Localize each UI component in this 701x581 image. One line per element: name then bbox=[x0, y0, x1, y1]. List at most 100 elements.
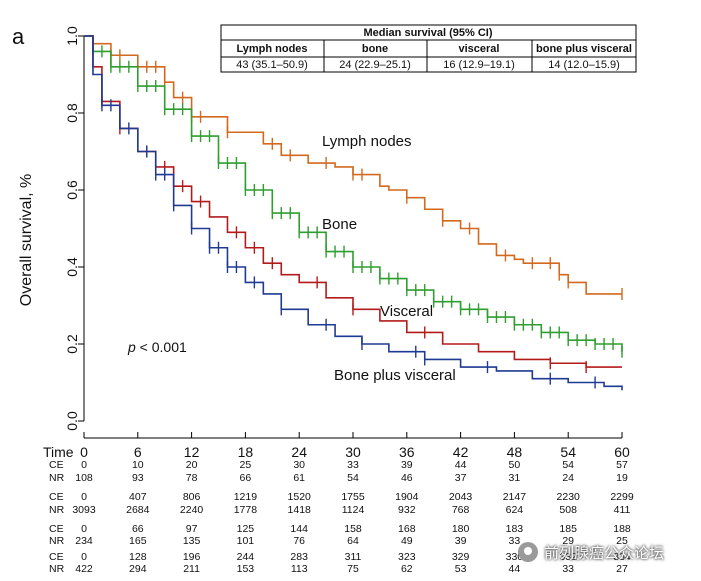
risk-cell: 188 bbox=[613, 523, 631, 535]
risk-cell: 165 bbox=[129, 535, 147, 547]
risk-row-label: CE bbox=[49, 523, 64, 535]
risk-cell: 44 bbox=[455, 459, 467, 471]
risk-cell: 0 bbox=[81, 523, 87, 535]
risk-cell: 76 bbox=[293, 535, 305, 547]
risk-cell: 33 bbox=[347, 459, 359, 471]
risk-time-label: 42 bbox=[453, 444, 469, 460]
risk-cell: 244 bbox=[237, 551, 255, 563]
panel-label: a bbox=[12, 24, 25, 49]
risk-row-label: NR bbox=[49, 504, 65, 516]
risk-cell: 624 bbox=[506, 504, 524, 516]
x-axis bbox=[83, 432, 623, 439]
risk-cell: 2043 bbox=[449, 491, 473, 503]
y-tick-label: 0.6 bbox=[64, 180, 80, 200]
risk-cell: 64 bbox=[347, 535, 359, 547]
risk-cell: 53 bbox=[455, 563, 467, 575]
risk-cell: 334 bbox=[613, 551, 631, 563]
risk-cell: 31 bbox=[509, 472, 521, 484]
risk-cell: 54 bbox=[347, 472, 359, 484]
risk-cell: 2230 bbox=[557, 491, 581, 503]
median-table-title: Median survival (95% CI) bbox=[364, 27, 493, 39]
risk-cell: 411 bbox=[614, 504, 631, 516]
label-bone: Bone bbox=[322, 216, 357, 233]
risk-row-label: CE bbox=[49, 459, 64, 471]
risk-table-header: Time bbox=[43, 444, 74, 460]
risk-cell: 422 bbox=[75, 563, 93, 575]
risk-row-label: CE bbox=[49, 491, 64, 503]
risk-cell: 39 bbox=[455, 535, 467, 547]
risk-cell: 768 bbox=[452, 504, 470, 516]
risk-cell: 93 bbox=[132, 472, 144, 484]
curve-bone bbox=[84, 35, 623, 358]
risk-cell: 25 bbox=[616, 535, 628, 547]
median-value-visceral: 16 (12.9–19.1) bbox=[443, 59, 515, 71]
risk-cell: 932 bbox=[398, 504, 416, 516]
curve-labels: Lymph nodes Bone Visceral Bone plus visc… bbox=[322, 133, 456, 384]
risk-time-label: 24 bbox=[291, 444, 307, 460]
risk-cell: 2684 bbox=[126, 504, 150, 516]
risk-row-label: NR bbox=[49, 472, 65, 484]
risk-cell: 125 bbox=[237, 523, 255, 535]
plot-area: 0.0 0.2 0.4 0.6 0.8 1.0 Lymph nodes Bone Visc… bbox=[64, 26, 623, 439]
risk-cell: 1520 bbox=[288, 491, 312, 503]
risk-cell: 407 bbox=[129, 491, 147, 503]
risk-cell: 33 bbox=[562, 563, 574, 575]
risk-cell: 196 bbox=[183, 551, 201, 563]
risk-cell: 0 bbox=[81, 551, 87, 563]
risk-cell: 332 bbox=[559, 551, 577, 563]
watermark: 前列腺癌公众论坛 bbox=[518, 538, 664, 566]
risk-time-label: 6 bbox=[134, 444, 142, 460]
risk-cell: 234 bbox=[75, 535, 93, 547]
risk-cell: 29 bbox=[562, 535, 574, 547]
risk-cell: 25 bbox=[240, 459, 252, 471]
y-axis-label: Overall survival, % bbox=[18, 174, 35, 306]
survival-line bbox=[84, 35, 623, 352]
risk-cell: 27 bbox=[616, 563, 628, 575]
risk-time-label: 36 bbox=[399, 444, 415, 460]
risk-cell: 806 bbox=[183, 491, 201, 503]
risk-cell: 1755 bbox=[341, 491, 365, 503]
risk-cell: 185 bbox=[559, 523, 577, 535]
label-visceral: Visceral bbox=[380, 303, 433, 320]
risk-cell: 39 bbox=[401, 459, 413, 471]
label-bone-plus-visceral: Bone plus visceral bbox=[334, 367, 456, 384]
risk-cell: 46 bbox=[401, 472, 413, 484]
risk-cell: 1778 bbox=[234, 504, 258, 516]
risk-cell: 158 bbox=[344, 523, 362, 535]
risk-cell: 10 bbox=[132, 459, 144, 471]
risk-cell: 323 bbox=[398, 551, 416, 563]
risk-cell: 180 bbox=[452, 523, 470, 535]
risk-cell: 153 bbox=[237, 563, 255, 575]
risk-cell: 108 bbox=[75, 472, 93, 484]
risk-cell: 50 bbox=[509, 459, 521, 471]
label-lymph-nodes: Lymph nodes bbox=[322, 133, 412, 150]
median-value-bone-plus-visceral: 14 (12.0–15.9) bbox=[548, 59, 620, 71]
risk-cell: 1124 bbox=[342, 504, 365, 516]
risk-cell: 183 bbox=[506, 523, 524, 535]
risk-cell: 24 bbox=[562, 472, 574, 484]
risk-cell: 20 bbox=[186, 459, 198, 471]
curve-bone-plus-visceral bbox=[84, 35, 623, 391]
risk-cell: 66 bbox=[240, 472, 252, 484]
median-value-bone: 24 (22.9–25.1) bbox=[339, 59, 411, 71]
risk-cell: 19 bbox=[616, 472, 628, 484]
median-survival-table: Median survival (95% CI) Lymph nodes bon… bbox=[220, 24, 637, 73]
watermark-text: 前列腺癌公众论坛 bbox=[544, 543, 665, 562]
risk-cell: 2147 bbox=[503, 491, 527, 503]
risk-cell: 61 bbox=[293, 472, 305, 484]
wechat-icon bbox=[518, 542, 538, 562]
risk-time-label: 12 bbox=[184, 444, 200, 460]
y-tick-label: 0.4 bbox=[64, 257, 80, 277]
risk-cell: 2240 bbox=[180, 504, 204, 516]
y-tick-label: 1.0 bbox=[64, 26, 80, 46]
risk-time-label: 60 bbox=[614, 444, 630, 460]
risk-cell: 62 bbox=[401, 563, 413, 575]
risk-cell: 294 bbox=[129, 563, 147, 575]
risk-time-label: 30 bbox=[345, 444, 361, 460]
p-value: p < 0.001 bbox=[127, 339, 187, 355]
median-header-bone-plus-visceral: bone plus visceral bbox=[536, 43, 632, 55]
risk-cell: 1904 bbox=[395, 491, 419, 503]
median-value-lymph-nodes: 43 (35.1–50.9) bbox=[236, 59, 308, 71]
risk-cell: 329 bbox=[452, 551, 470, 563]
risk-row-label: NR bbox=[49, 535, 65, 547]
